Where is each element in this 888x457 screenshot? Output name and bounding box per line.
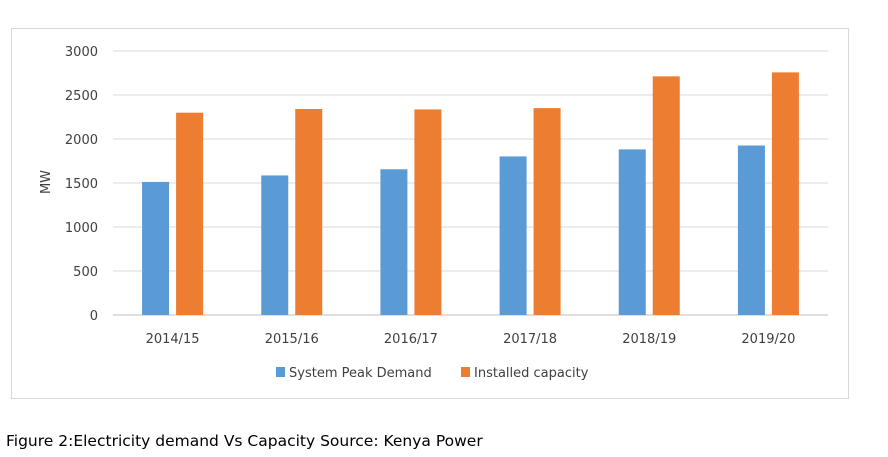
gridlines <box>113 50 828 316</box>
x-tick-label: 2014/15 <box>146 332 200 347</box>
legend-swatch <box>461 367 470 377</box>
bar-peak-demand <box>261 175 289 315</box>
y-tick-label: 2500 <box>65 89 98 104</box>
bar-installed-capacity <box>771 72 799 315</box>
legend-label: System Peak Demand <box>289 366 432 381</box>
y-tick-label: 500 <box>73 265 98 280</box>
bar-installed-capacity <box>295 108 323 315</box>
y-tick-label: 1000 <box>65 221 98 236</box>
bar-peak-demand <box>618 149 646 315</box>
x-tick-label: 2018/19 <box>622 332 676 347</box>
y-axis-title: MW <box>39 170 54 194</box>
y-axis-tick-labels: 0 500 1000 1500 2000 2500 3000 <box>65 45 98 324</box>
bar-peak-demand <box>142 181 170 315</box>
x-axis-tick-labels: 2014/15 2015/16 2016/17 2017/18 2018/19 2019/… <box>146 332 796 347</box>
bar-peak-demand <box>380 169 408 315</box>
y-tick-label: 1500 <box>65 177 98 192</box>
legend-swatch <box>276 367 285 377</box>
y-tick-label: 3000 <box>65 45 98 60</box>
bar-installed-capacity <box>176 112 204 315</box>
x-tick-label: 2015/16 <box>265 332 319 347</box>
x-tick-label: 2019/20 <box>741 332 795 347</box>
legend-label: Installed capacity <box>474 366 589 381</box>
x-tick-label: 2016/17 <box>384 332 438 347</box>
y-tick-label: 0 <box>90 309 98 324</box>
x-tick-label: 2017/18 <box>503 332 557 347</box>
figure-caption: Figure 2:Electricity demand Vs Capacity … <box>6 432 483 450</box>
bar-peak-demand <box>737 145 765 315</box>
legend: System Peak Demand Installed capacity <box>276 366 589 381</box>
bar-installed-capacity <box>652 76 680 316</box>
bars <box>142 72 799 316</box>
y-tick-label: 2000 <box>65 133 98 148</box>
bar-installed-capacity <box>533 108 561 315</box>
bar-peak-demand <box>499 156 527 315</box>
bar-installed-capacity <box>414 109 442 315</box>
